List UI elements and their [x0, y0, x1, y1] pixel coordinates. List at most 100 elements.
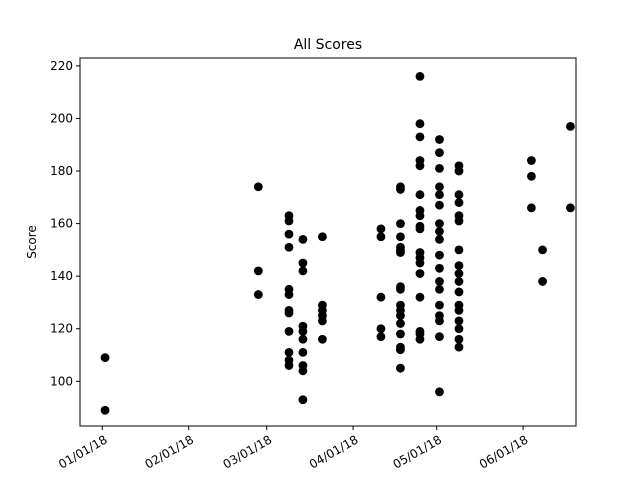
data-point: [454, 334, 464, 344]
data-point: [415, 292, 425, 302]
y-tick-label: 140: [50, 269, 73, 283]
data-point: [527, 156, 536, 165]
data-point: [435, 182, 444, 192]
data-point: [415, 132, 425, 142]
data-point: [538, 245, 547, 255]
data-point: [318, 232, 327, 242]
y-tick-label: 200: [50, 111, 73, 125]
data-point: [435, 190, 444, 200]
data-point: [376, 324, 386, 334]
data-point: [454, 198, 464, 207]
data-point: [454, 316, 464, 326]
data-point: [435, 387, 444, 397]
data-point: [454, 166, 464, 176]
data-point: [566, 121, 575, 131]
data-point: [396, 185, 405, 194]
data-point: [396, 284, 405, 294]
data-points: [100, 72, 575, 415]
data-point: [454, 305, 464, 315]
data-point: [284, 308, 294, 318]
data-point: [396, 319, 405, 328]
data-point: [435, 135, 444, 144]
data-point: [376, 292, 386, 302]
data-point: [454, 342, 464, 352]
data-point: [454, 190, 464, 200]
data-point: [435, 277, 444, 286]
data-point: [415, 224, 425, 234]
data-point: [435, 227, 444, 236]
data-point: [284, 290, 294, 299]
data-point: [415, 190, 425, 200]
data-point: [298, 326, 308, 336]
data-point: [435, 219, 444, 229]
data-point: [527, 203, 536, 213]
data-point: [396, 345, 405, 355]
data-point: [100, 353, 110, 363]
data-point: [396, 329, 405, 339]
y-tick-label: 160: [50, 217, 73, 231]
plot-frame: [79, 57, 577, 427]
data-point: [376, 232, 386, 242]
data-point: [454, 277, 464, 286]
data-point: [284, 326, 294, 336]
data-point: [284, 216, 294, 226]
data-point: [253, 266, 263, 276]
data-point: [435, 284, 444, 294]
data-point: [415, 72, 425, 81]
y-axis-ticks: 100 120 140 160 180 200 220: [50, 59, 80, 388]
y-axis-label: Score: [25, 225, 39, 259]
data-point: [100, 405, 110, 415]
data-point: [253, 290, 263, 299]
data-point: [435, 234, 444, 244]
data-point: [318, 316, 327, 326]
data-point: [396, 363, 405, 373]
y-tick-label: 100: [50, 374, 73, 388]
data-point: [454, 216, 464, 226]
data-point: [435, 148, 444, 158]
data-point: [415, 269, 425, 278]
data-point: [396, 248, 405, 257]
data-point: [284, 242, 294, 252]
data-point: [435, 332, 444, 342]
data-point: [318, 334, 327, 344]
y-tick-label: 180: [50, 164, 73, 178]
data-point: [396, 232, 405, 242]
data-point: [454, 324, 464, 334]
data-point: [396, 311, 405, 320]
data-point: [538, 277, 547, 286]
data-point: [376, 224, 386, 234]
data-point: [435, 200, 444, 210]
data-point: [284, 348, 294, 357]
data-point: [298, 395, 308, 405]
data-point: [415, 258, 425, 268]
data-point: [415, 334, 425, 344]
data-point: [454, 261, 464, 271]
data-point: [454, 269, 464, 278]
data-point: [454, 245, 464, 255]
data-point: [435, 316, 444, 326]
data-point: [435, 300, 444, 310]
data-point: [396, 219, 405, 229]
y-tick-label: 220: [50, 59, 73, 73]
data-point: [298, 234, 308, 244]
data-point: [298, 334, 308, 344]
data-point: [415, 211, 425, 221]
data-point: [415, 161, 425, 171]
chart-title: All Scores: [294, 37, 362, 53]
data-point: [435, 263, 444, 273]
data-point: [435, 164, 444, 173]
data-point: [298, 366, 308, 376]
y-tick-label: 120: [50, 322, 73, 336]
data-point: [253, 182, 263, 192]
data-point: [376, 332, 386, 342]
data-point: [298, 348, 308, 357]
data-point: [415, 119, 425, 129]
data-point: [435, 250, 444, 260]
data-point: [284, 361, 294, 370]
data-point: [298, 258, 308, 268]
data-point: [284, 229, 294, 239]
data-point: [454, 287, 464, 297]
data-point: [298, 266, 308, 276]
data-point: [527, 171, 536, 181]
